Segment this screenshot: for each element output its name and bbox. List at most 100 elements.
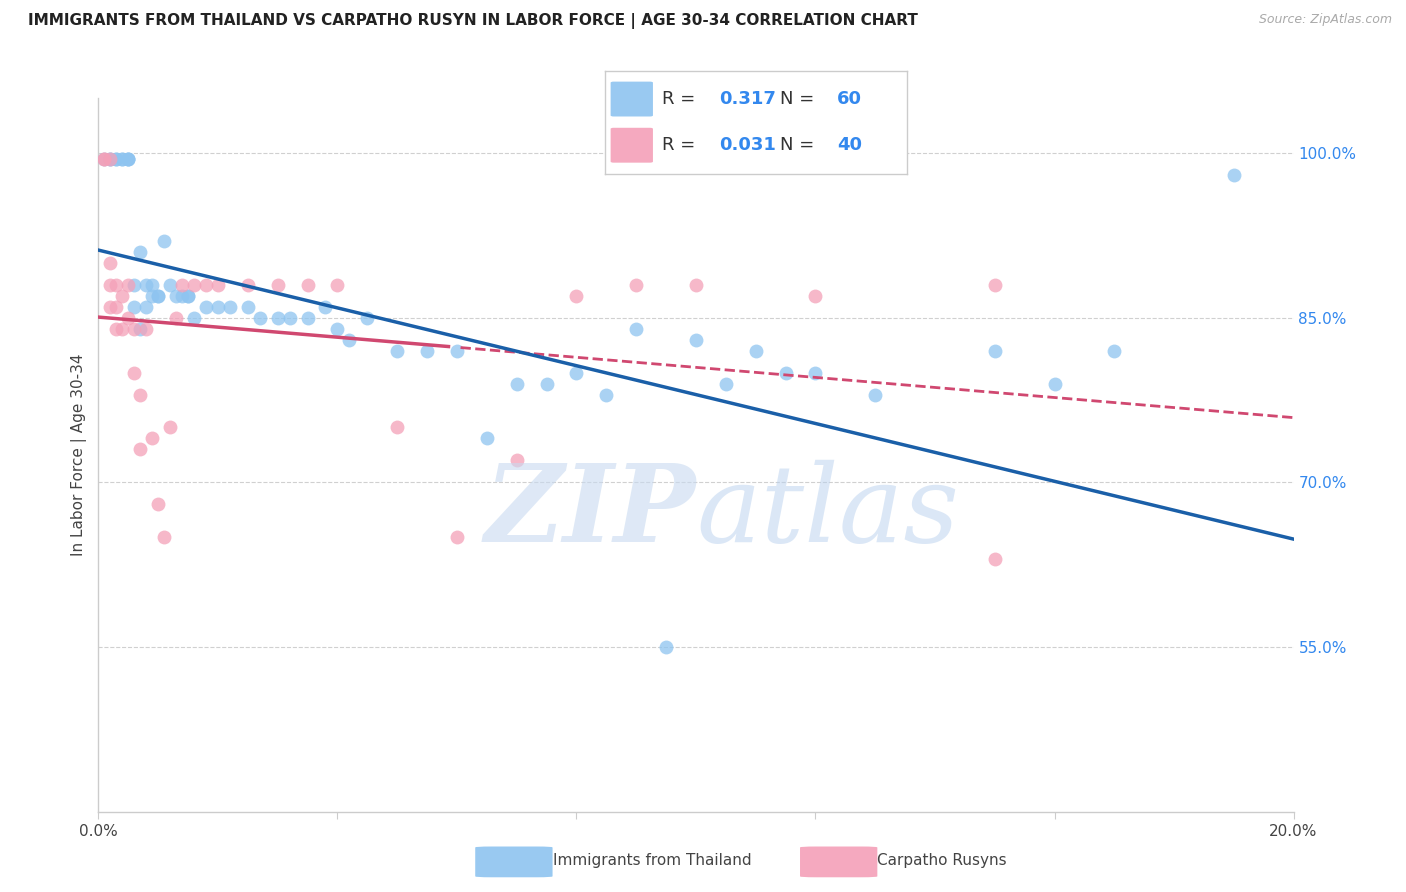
Point bbox=[100, 256, 122, 270]
Text: ZIP: ZIP bbox=[485, 459, 696, 565]
Point bbox=[135, 300, 157, 314]
Point bbox=[124, 300, 146, 314]
Text: Source: ZipAtlas.com: Source: ZipAtlas.com bbox=[1258, 13, 1392, 27]
Text: IMMIGRANTS FROM THAILAND VS CARPATHO RUSYN IN LABOR FORCE | AGE 30-34 CORRELATIO: IMMIGRANTS FROM THAILAND VS CARPATHO RUS… bbox=[28, 13, 918, 29]
Point bbox=[626, 277, 648, 292]
Point bbox=[195, 300, 218, 314]
FancyBboxPatch shape bbox=[800, 847, 877, 878]
Point bbox=[984, 277, 1007, 292]
Point bbox=[326, 277, 349, 292]
Text: Carpatho Rusyns: Carpatho Rusyns bbox=[877, 854, 1007, 868]
Text: R =: R = bbox=[662, 136, 702, 154]
Point bbox=[148, 497, 170, 511]
FancyBboxPatch shape bbox=[610, 128, 652, 162]
Point bbox=[416, 343, 439, 358]
Point bbox=[446, 343, 468, 358]
Point bbox=[105, 152, 128, 166]
Point bbox=[111, 152, 134, 166]
Text: N =: N = bbox=[780, 90, 820, 108]
Point bbox=[129, 387, 152, 401]
Point bbox=[100, 152, 122, 166]
Text: 0.317: 0.317 bbox=[720, 90, 776, 108]
Point bbox=[177, 289, 200, 303]
Point bbox=[219, 300, 242, 314]
Point bbox=[111, 152, 134, 166]
Point bbox=[135, 277, 157, 292]
Point bbox=[117, 310, 139, 325]
Point bbox=[446, 530, 468, 544]
Point bbox=[356, 310, 378, 325]
Point bbox=[148, 289, 170, 303]
Point bbox=[117, 152, 139, 166]
Point bbox=[297, 277, 319, 292]
Point bbox=[129, 442, 152, 457]
Point bbox=[475, 432, 498, 446]
Point bbox=[865, 387, 887, 401]
Point bbox=[315, 300, 337, 314]
Point bbox=[1223, 168, 1246, 182]
Point bbox=[278, 310, 301, 325]
Text: 60: 60 bbox=[838, 90, 862, 108]
Point bbox=[177, 289, 200, 303]
Point bbox=[124, 366, 146, 380]
Point bbox=[236, 300, 259, 314]
Point bbox=[105, 277, 128, 292]
Point bbox=[236, 277, 259, 292]
Point bbox=[195, 277, 218, 292]
Point bbox=[506, 376, 529, 391]
Point bbox=[105, 152, 128, 166]
Point bbox=[124, 277, 146, 292]
Point bbox=[1104, 343, 1126, 358]
Point bbox=[124, 321, 146, 335]
Point bbox=[93, 152, 115, 166]
Point bbox=[565, 366, 588, 380]
Point bbox=[129, 321, 152, 335]
Point bbox=[297, 310, 319, 325]
Text: Immigrants from Thailand: Immigrants from Thailand bbox=[553, 854, 751, 868]
Point bbox=[183, 310, 205, 325]
Point bbox=[141, 289, 163, 303]
Point bbox=[105, 300, 128, 314]
Point bbox=[804, 289, 827, 303]
Point bbox=[536, 376, 558, 391]
Point bbox=[207, 277, 229, 292]
FancyBboxPatch shape bbox=[610, 82, 652, 117]
Point bbox=[111, 321, 134, 335]
FancyBboxPatch shape bbox=[475, 847, 553, 878]
Point bbox=[93, 152, 115, 166]
Point bbox=[685, 277, 707, 292]
Point bbox=[93, 152, 115, 166]
Point bbox=[804, 366, 827, 380]
Point bbox=[183, 277, 205, 292]
Point bbox=[129, 244, 152, 259]
Point bbox=[984, 552, 1007, 566]
Point bbox=[141, 432, 163, 446]
Point bbox=[165, 310, 187, 325]
Point bbox=[159, 277, 181, 292]
Point bbox=[100, 152, 122, 166]
Point bbox=[385, 343, 409, 358]
Point bbox=[1043, 376, 1066, 391]
Point bbox=[339, 333, 360, 347]
Text: 40: 40 bbox=[838, 136, 862, 154]
Point bbox=[172, 289, 194, 303]
Point bbox=[111, 289, 134, 303]
Text: R =: R = bbox=[662, 90, 702, 108]
Point bbox=[267, 310, 290, 325]
Point bbox=[506, 453, 529, 467]
Point bbox=[685, 333, 707, 347]
Point bbox=[148, 289, 170, 303]
Point bbox=[100, 277, 122, 292]
Text: atlas: atlas bbox=[696, 459, 959, 565]
Point bbox=[153, 530, 176, 544]
Point bbox=[105, 321, 128, 335]
Text: 0.031: 0.031 bbox=[720, 136, 776, 154]
Point bbox=[565, 289, 588, 303]
Point bbox=[385, 420, 409, 434]
Point bbox=[326, 321, 349, 335]
Point bbox=[775, 366, 797, 380]
Point bbox=[159, 420, 181, 434]
Point bbox=[172, 277, 194, 292]
Point bbox=[117, 152, 139, 166]
Point bbox=[165, 289, 187, 303]
